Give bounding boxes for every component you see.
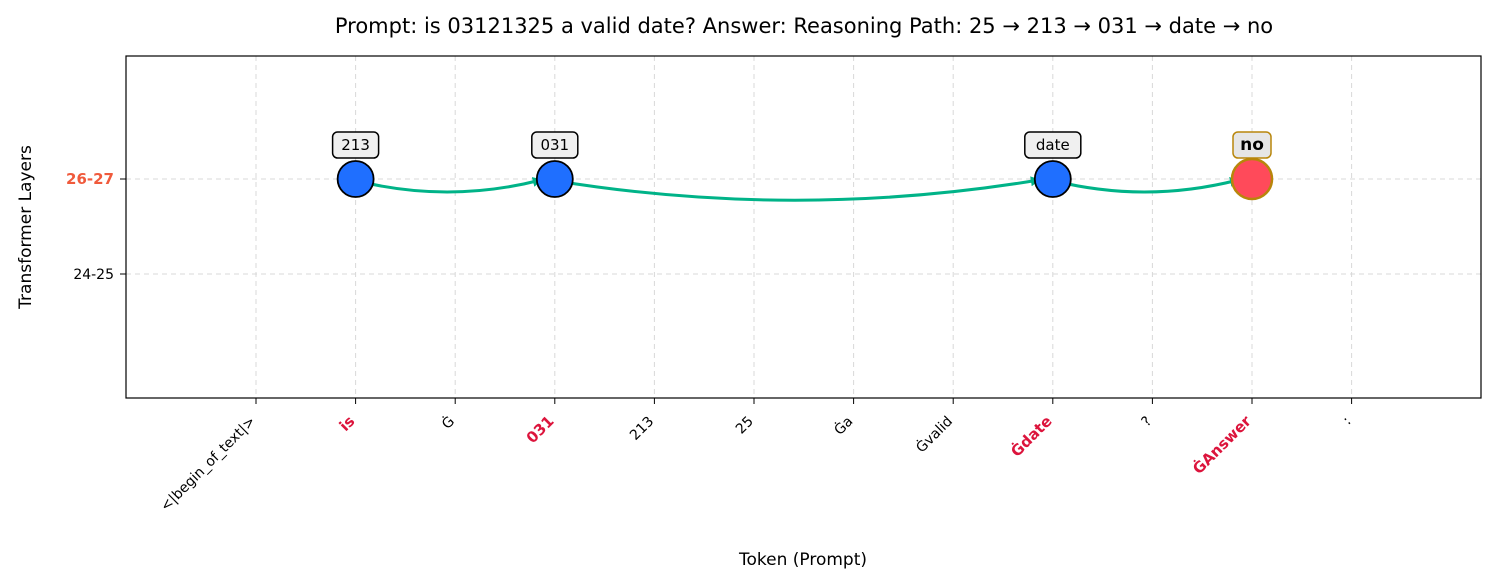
x-axis-ticks: <|begin_of_text|> is Ġ 031 213 25 Ġa Ġvalid Ġdat… [158, 398, 1355, 515]
path-node [1033, 160, 1072, 198]
node-label: 031 [540, 136, 569, 154]
x-tick-label: : [1340, 414, 1355, 429]
path-arrow [556, 176, 1041, 202]
y-tick-label: 24-25 [73, 267, 114, 283]
plot-area [126, 56, 1481, 398]
x-tick-label: 031 [523, 412, 558, 447]
x-tick-label: is [336, 412, 359, 435]
node-label-box [1232, 131, 1272, 159]
node-label: date [1036, 136, 1070, 154]
node-label-box [531, 131, 579, 159]
x-tick-label: Ġ [438, 412, 458, 432]
path-arrows [357, 176, 1240, 202]
node-label-box [1024, 131, 1082, 159]
node-label-box [331, 131, 380, 159]
x-tick-label: Ġa [830, 412, 856, 438]
y-axis-ticks: 24-25 26-27 [66, 170, 126, 283]
x-tick-label: <|begin_of_text|> [158, 414, 259, 515]
path-nodes: 213 031 date no [331, 131, 1274, 201]
node-label: 213 [341, 136, 370, 154]
path-node [336, 160, 375, 198]
path-arrow [1054, 177, 1240, 194]
x-tick-label: Ġvalid [912, 412, 956, 456]
x-axis-label: Token (Prompt) [738, 550, 867, 570]
x-tick-label: 213 [627, 414, 657, 444]
node-label: no [1240, 135, 1264, 155]
x-tick-label: Ġdate [1006, 411, 1055, 460]
path-arrow [357, 177, 543, 194]
final-answer-node [1230, 157, 1274, 201]
y-tick-label: 26-27 [66, 170, 114, 188]
y-axis-label: Transformer Layers [16, 145, 36, 310]
chart-title: Prompt: is 03121325 a valid date? Answer… [335, 14, 1273, 38]
plot-frame [125, 55, 1482, 399]
path-node [535, 160, 574, 198]
x-tick-label: 25 [733, 414, 757, 438]
x-tick-label: ? [1139, 414, 1156, 431]
x-tick-label: ĠAnswer [1188, 411, 1255, 478]
